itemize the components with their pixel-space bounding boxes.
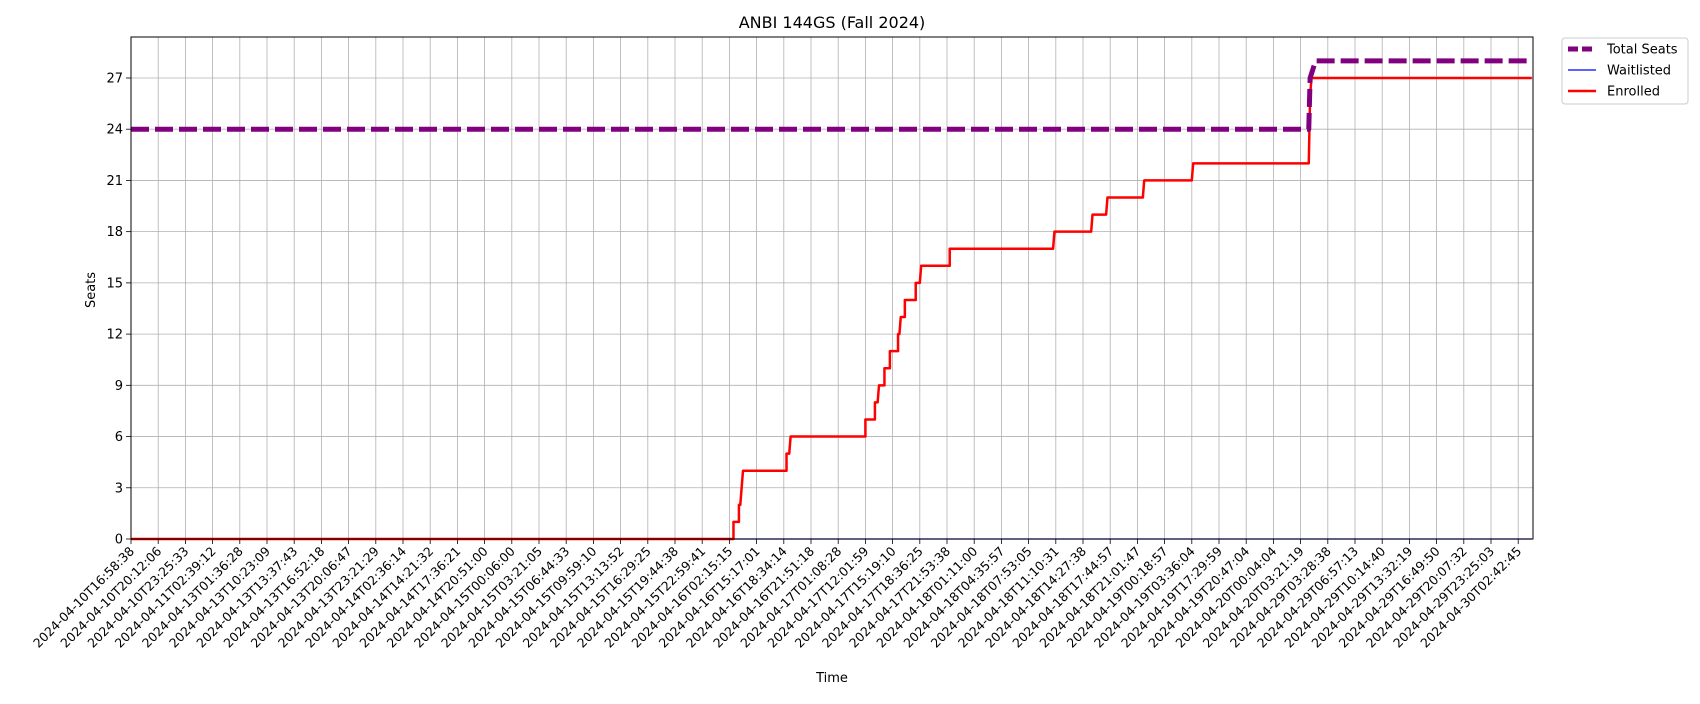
x-axis-label: Time: [815, 671, 848, 686]
series-line-enrolled: [131, 76, 1532, 541]
plot-frame: [130, 36, 1534, 540]
legend: Total Seats Waitlisted Enrolled: [1561, 37, 1689, 105]
legend-items: Total Seats Waitlisted Enrolled: [1568, 43, 1678, 100]
y-tick-label: 0: [115, 533, 123, 548]
legend-label: Enrolled: [1607, 85, 1660, 100]
y-tick-label: 15: [106, 276, 123, 291]
legend-box: [1561, 37, 1689, 105]
y-axis-label: Seats: [84, 272, 99, 308]
y-tick-label: 9: [115, 379, 123, 394]
y-tick-label: 3: [115, 481, 123, 496]
legend-label: Waitlisted: [1607, 64, 1671, 79]
y-tick-label: 24: [106, 123, 123, 138]
y-tick-label: 12: [106, 328, 123, 343]
y-tick-label: 6: [115, 430, 123, 445]
y-tick-label: 18: [106, 225, 123, 240]
grid: [130, 37, 1533, 540]
y-tick-label: 27: [106, 71, 123, 86]
series-line-total-seats: [131, 58, 1532, 132]
chart-title: ANBI 144GS (Fall 2024): [739, 13, 926, 32]
legend-label: Total Seats: [1606, 43, 1678, 58]
axis-ticks: 2024-04-10T16:58:382024-04-10T20:12:0620…: [30, 71, 1524, 650]
y-tick-label: 21: [106, 174, 123, 189]
